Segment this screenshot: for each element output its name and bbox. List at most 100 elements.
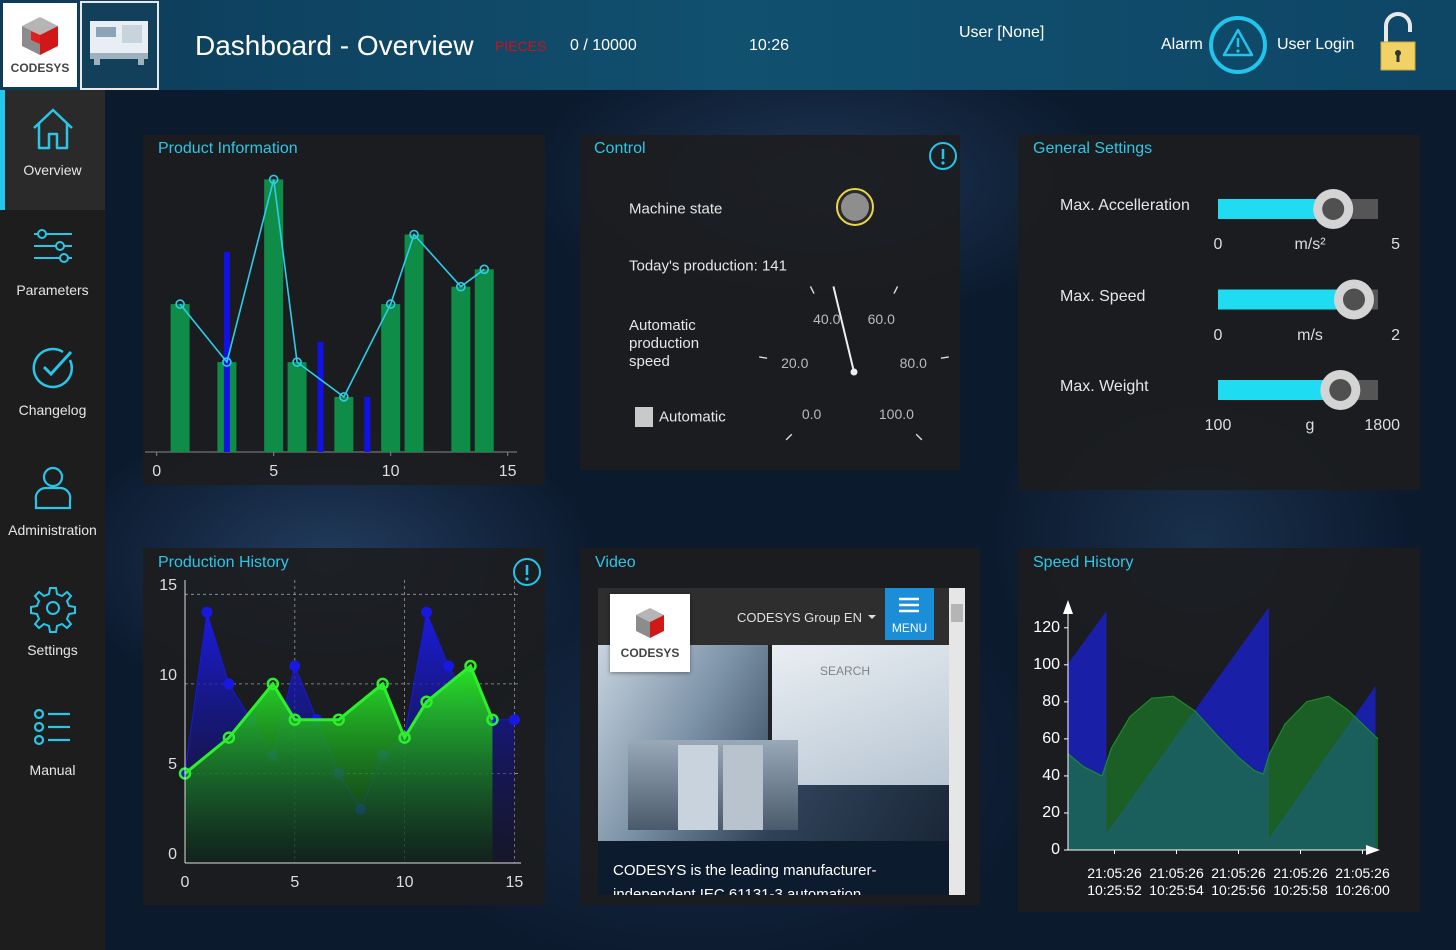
x-tick-label: 10 — [381, 463, 400, 480]
slider-max: 1800 — [1364, 417, 1400, 434]
point — [288, 713, 302, 726]
slider-fill — [1218, 380, 1341, 400]
scrollbar[interactable] — [949, 588, 965, 895]
point — [421, 606, 433, 618]
gauge-tick-label: 20.0 — [781, 354, 809, 371]
sidebar: Overview Parameters Changelog Administra… — [0, 90, 105, 950]
device-module — [723, 745, 763, 830]
nav-icon — [34, 229, 72, 263]
y-tick-label: 5 — [168, 756, 177, 774]
panel-title: Production History — [158, 554, 289, 571]
page-title: Dashboard - Overview — [195, 30, 474, 61]
pieces-count: 0 / 10000 — [570, 37, 637, 54]
line — [179, 179, 485, 399]
nav-item[interactable]: Parameters — [0, 210, 105, 330]
bar — [364, 396, 371, 452]
site-language[interactable]: CODESYS Group EN — [737, 610, 879, 625]
gauge-tick — [759, 356, 768, 359]
gauge-tick-label: 40.0 — [813, 310, 841, 327]
point — [332, 713, 345, 726]
area-line — [184, 663, 494, 775]
bar — [317, 341, 324, 452]
hamburger — [899, 597, 919, 613]
alarm-label[interactable]: Alarm — [1161, 36, 1203, 53]
gauge-tick — [893, 286, 899, 294]
area-line — [1067, 695, 1379, 777]
scroll-thumb[interactable] — [951, 604, 963, 622]
point — [266, 677, 280, 691]
bar — [474, 269, 494, 452]
machine-thumb[interactable] — [80, 1, 159, 90]
y-tick-label: 10 — [159, 666, 177, 684]
nav-item[interactable]: Manual — [0, 690, 105, 810]
panel-title: Product Information — [158, 140, 298, 157]
bar — [451, 286, 471, 452]
alarm-button[interactable] — [1206, 13, 1270, 77]
x-tick-label: 5 — [269, 463, 279, 480]
bar — [334, 396, 354, 452]
header — [0, 0, 1456, 90]
slider-unit: m/s — [1297, 326, 1323, 344]
gauge-tick-label: 100.0 — [878, 406, 914, 423]
panel-title: Control — [594, 140, 646, 157]
device-module — [678, 745, 718, 830]
lock-icon[interactable] — [1378, 12, 1418, 72]
video-frame[interactable]: CODESYS CODESYS Group EN MENU SEARCH COD… — [598, 588, 965, 895]
slider-min: 0 — [1213, 326, 1223, 344]
slider-max: 5 — [1391, 236, 1400, 253]
nav-icon — [30, 587, 76, 633]
menu-label: MENU — [891, 621, 928, 635]
slider-fill — [1218, 289, 1354, 310]
y-tick-label: 60 — [1042, 729, 1060, 747]
site-text: CODESYS is the leading manufacturer-inde… — [613, 862, 877, 895]
site-image — [598, 645, 953, 841]
nav-icon — [34, 466, 72, 510]
slider-min: 0 — [1213, 236, 1223, 253]
menu-button[interactable]: MENU — [885, 588, 934, 640]
point — [508, 714, 520, 726]
point — [420, 695, 433, 709]
nav-item[interactable]: Administration — [0, 450, 105, 570]
automatic-checkbox[interactable] — [635, 407, 653, 427]
search-label[interactable]: SEARCH — [820, 664, 871, 678]
x-tick-label: 15 — [498, 463, 517, 480]
speed-label: Automatic production speed — [629, 317, 700, 370]
panel-title: Video — [595, 554, 636, 571]
y-tick-label: 80 — [1042, 692, 1060, 710]
point — [409, 229, 419, 240]
x-tick-label: 0 — [152, 463, 162, 480]
nav-label: Parameters — [16, 282, 89, 298]
x-tick-label: 21:05:26 10:26:00 — [1335, 865, 1390, 898]
slider-label: Max. Weight — [1060, 378, 1149, 395]
nav-icon — [33, 108, 73, 150]
machine-icon — [90, 21, 148, 65]
slider-label: Max. Accelleration — [1060, 197, 1190, 214]
logo-box[interactable]: CODESYS — [3, 3, 77, 87]
slider-fill — [1218, 199, 1334, 219]
x-tick-label: 21:05:26 10:25:58 — [1273, 865, 1328, 898]
nav-label: Manual — [29, 762, 76, 778]
nav-label: Administration — [8, 522, 97, 538]
site-logo-cube — [636, 608, 664, 638]
panel-title: Speed History — [1033, 554, 1134, 571]
pieces-label: PIECES — [495, 38, 547, 54]
login-label[interactable]: User Login — [1277, 36, 1355, 53]
point — [339, 392, 349, 402]
nav-label: Overview — [23, 162, 82, 178]
logo-text: CODESYS — [10, 61, 70, 75]
x-axis-arrow — [1366, 845, 1380, 855]
control-alarm[interactable] — [928, 141, 958, 171]
point — [479, 264, 490, 275]
nav-item[interactable]: Changelog — [0, 330, 105, 450]
slider-max: 2 — [1391, 326, 1400, 344]
gauge-tick-label: 60.0 — [867, 310, 895, 327]
gauge-tick-label: 80.0 — [899, 354, 927, 371]
point — [292, 357, 302, 367]
history-alarm[interactable] — [512, 557, 542, 587]
site-logo[interactable]: CODESYS — [610, 594, 690, 672]
nav-label: Changelog — [18, 402, 87, 418]
nav-item[interactable]: Overview — [0, 90, 105, 210]
nav-item[interactable]: Settings — [0, 570, 105, 690]
production-label: Today's production: 141 — [629, 257, 787, 275]
automatic-label[interactable]: Automatic — [659, 408, 726, 426]
